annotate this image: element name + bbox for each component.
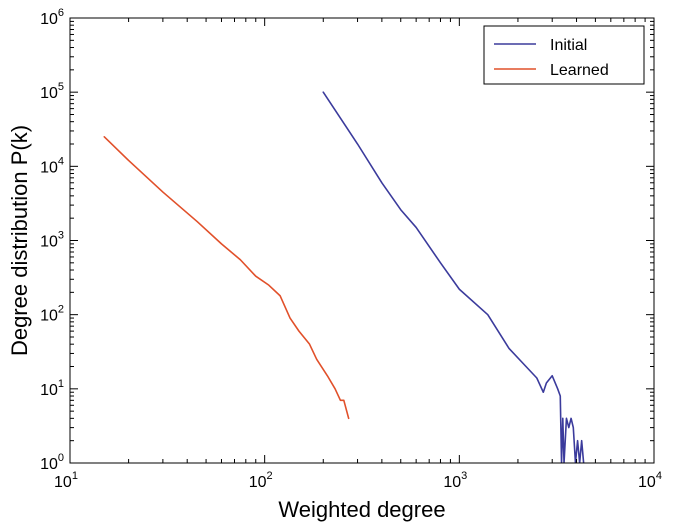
y-tick-label: 103: [40, 230, 64, 251]
legend-label-initial: Initial: [550, 37, 587, 54]
y-tick-label: 101: [40, 378, 64, 399]
x-tick-label: 102: [249, 470, 273, 491]
x-axis-title: Weighted degree: [278, 497, 445, 522]
legend-label-learned: Learned: [550, 62, 609, 79]
x-tick-label: 104: [638, 470, 662, 491]
series-line-initial: [322, 91, 585, 463]
y-tick-label: 104: [40, 155, 64, 176]
legend: Initial Learned: [483, 25, 645, 85]
series-layer: [103, 91, 585, 463]
plot-frame: [69, 17, 655, 464]
x-tick-label: 101: [54, 470, 78, 491]
labels-layer: Weighted degree Degree distribution P(k): [7, 125, 446, 522]
y-axis-title: Degree distribution P(k): [7, 125, 32, 356]
y-tick-label: 105: [40, 81, 64, 102]
y-tick-label: 102: [40, 304, 64, 325]
y-tick-label: 106: [40, 7, 64, 28]
legend-box: [483, 25, 645, 85]
y-tick-label: 100: [40, 452, 64, 473]
series-line-learned: [103, 136, 350, 420]
x-tick-label: 103: [443, 470, 467, 491]
